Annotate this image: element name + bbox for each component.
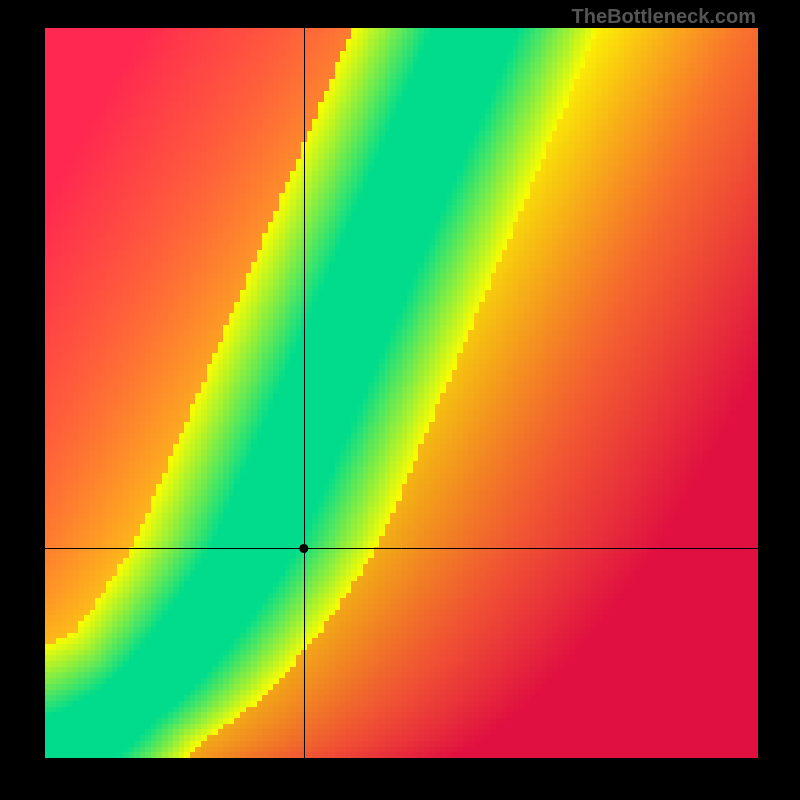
attribution-label: TheBottleneck.com — [572, 6, 756, 29]
chart-container: TheBottleneck.com — [0, 0, 800, 800]
heatmap-canvas — [0, 0, 800, 800]
